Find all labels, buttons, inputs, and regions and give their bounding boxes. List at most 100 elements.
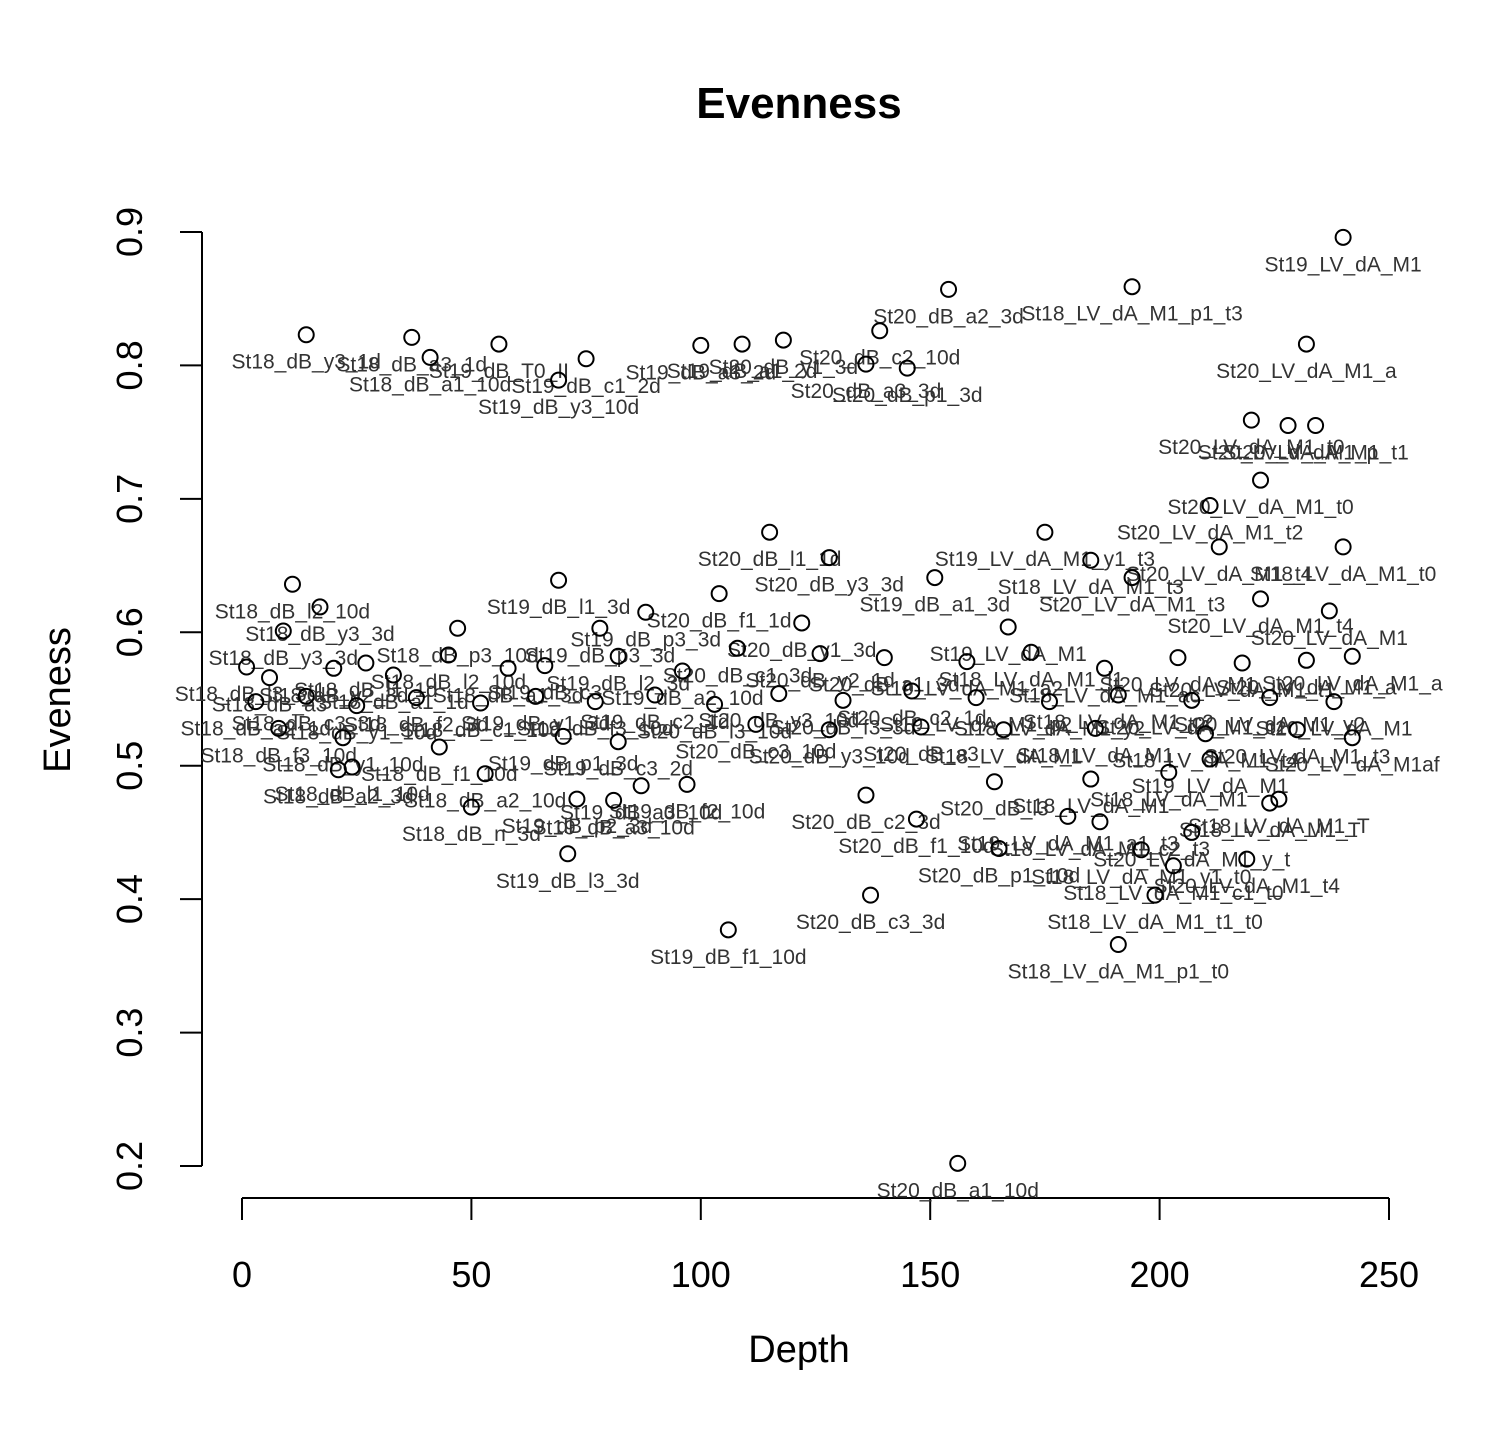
x-tick-label: 100	[671, 1254, 731, 1295]
point-label: St20_dB_l3	[940, 798, 1049, 821]
point-label: St20_dB_a1_3d	[809, 674, 960, 697]
point-label: St18_dB_l2_10d	[215, 600, 370, 623]
data-point	[261, 669, 279, 687]
point-label: St19_dB_l3_3d	[496, 870, 640, 893]
data-point	[1242, 411, 1260, 429]
y-tick-label: 0.3	[109, 1008, 150, 1058]
data-point	[343, 758, 361, 776]
point-label: St18_dB_n_3d	[402, 823, 541, 846]
point-label: St18_LV_dA_M1_c2	[1023, 711, 1214, 734]
data-point	[238, 658, 256, 676]
data-point	[811, 645, 829, 663]
data-point	[1059, 807, 1077, 825]
data-point	[857, 355, 875, 373]
point-label: St20_dB_y3_10d	[698, 710, 859, 733]
point-label: St19_dB_a3_10d	[560, 802, 722, 825]
point-label: St18_dB_f2_3d	[344, 714, 489, 737]
point-label: St19_dB_p3_3d	[525, 644, 676, 667]
data-point	[1160, 763, 1178, 781]
point-label: St18_LV_dA_M1	[1090, 788, 1247, 811]
point-label: St20_LV_dA_M1_t0	[1158, 436, 1344, 459]
point-label: St20_dB_l1_1d	[698, 548, 842, 571]
point-label: St19_dB_a3_10d	[532, 816, 694, 839]
point-label: St19_dB_c3	[488, 682, 602, 705]
data-point	[747, 715, 765, 733]
data-point	[903, 682, 921, 700]
data-point	[270, 719, 288, 737]
point-label: St20_dB_y3_3d	[755, 574, 904, 597]
data-point	[1238, 850, 1256, 868]
point-label: St20_dB_c1_3d	[663, 664, 812, 687]
data-point	[1109, 686, 1127, 704]
data-point	[999, 618, 1017, 636]
data-point	[247, 693, 265, 711]
point-label: St18_dB_a2_1d	[180, 718, 331, 741]
point-label: St18_dB_y1_10d	[262, 754, 423, 777]
point-label: St20_LV_dA_M1_t4	[1167, 615, 1354, 638]
point-label: St20_LV_dA_M1_p	[1198, 441, 1379, 464]
point-label: St18_dB_y3_1d	[231, 351, 380, 374]
point-label: St19_dB_c1_2d	[511, 375, 660, 398]
point-label: St20_LV_dA_M1	[1251, 627, 1408, 650]
point-label: St20_dB_y3_10d	[749, 746, 910, 769]
point-label: St20_LV_dA_M1_t4	[1126, 563, 1313, 586]
data-point	[403, 328, 421, 346]
point-label: St19_LV_dA_M1_a1_t3	[957, 832, 1178, 855]
data-point	[1086, 719, 1104, 737]
point-label: St18_dB_a2_10d	[404, 790, 566, 813]
data-point	[568, 790, 586, 808]
data-point	[733, 335, 751, 353]
x-tick-label: 50	[451, 1254, 491, 1295]
data-point	[1082, 551, 1100, 569]
data-point	[1164, 857, 1182, 875]
data-point	[1261, 794, 1279, 812]
point-label: St19_dB_f1_10d	[650, 946, 806, 969]
data-point	[761, 523, 779, 541]
y-axis: 0.2 0.3 0.4 0.5 0.6 0.7 0.8 0.9	[109, 207, 203, 1191]
point-label: St18_LV_dA_M1_y1_t0	[1031, 866, 1251, 889]
point-label: St18_dB_y3_3d	[245, 623, 394, 646]
point-labels: St19_LV_dA_M1 St18_LV_dA_M1_p1_t3 St20_dB_…	[175, 253, 1443, 1202]
point-label: St20_dB_c2_3d	[791, 811, 940, 834]
point-label: St18_dB_l3_3d	[175, 683, 319, 706]
y-tick-label: 0.7	[109, 474, 150, 524]
data-point	[967, 689, 985, 707]
y-tick-label: 0.8	[109, 340, 150, 390]
data-point	[907, 810, 925, 828]
point-label: St18_dB_a3_1d	[336, 353, 487, 376]
point-label: St19_dB_p1_3d	[488, 752, 639, 775]
point-label: St20_dB_p1_3d	[832, 384, 983, 407]
data-point	[692, 336, 710, 354]
data-point	[297, 326, 315, 344]
data-point	[559, 845, 577, 863]
x-tick-label: 200	[1130, 1254, 1190, 1295]
point-label: St19_dB_y1_3d	[461, 712, 610, 735]
data-point	[357, 654, 375, 672]
data-point	[577, 350, 595, 368]
data-point	[995, 721, 1013, 739]
point-label: St18_dB_y2_3d	[259, 684, 408, 707]
point-label: St18_LV_dA_M1_t4	[1112, 750, 1299, 773]
point-label: St18_LV_dA_M1_p1_t3	[1021, 303, 1242, 326]
data-point	[1343, 647, 1361, 665]
point-label: St20_dB_a1_10d	[877, 1179, 1039, 1202]
point-label: St19_dB_p2_3d	[502, 815, 653, 838]
point-label: St19_LV_dA_M1	[1265, 253, 1422, 276]
data-point	[1146, 886, 1164, 904]
point-label: St18_dB_y3_3d	[209, 647, 358, 670]
point-label: St18_LV_dA_M1_l1	[939, 668, 1124, 691]
data-point	[1169, 649, 1187, 667]
data-point	[499, 659, 517, 677]
data-point	[348, 697, 366, 715]
data-point	[875, 649, 893, 667]
point-label: St19_dB_p3_3d	[570, 628, 721, 651]
point-label: St20_dB_c2_1d	[837, 707, 986, 730]
point-label: St18_LV_dA_M1	[1017, 744, 1174, 767]
point-label: St18_LV_dA_M1_T	[1179, 819, 1361, 842]
point-label: St18_dB_a1_3d	[433, 684, 584, 707]
data-point	[1036, 523, 1054, 541]
data-point	[1334, 228, 1352, 246]
data-point	[729, 639, 747, 657]
point-label: St19_dB_a2_10d	[601, 687, 763, 710]
